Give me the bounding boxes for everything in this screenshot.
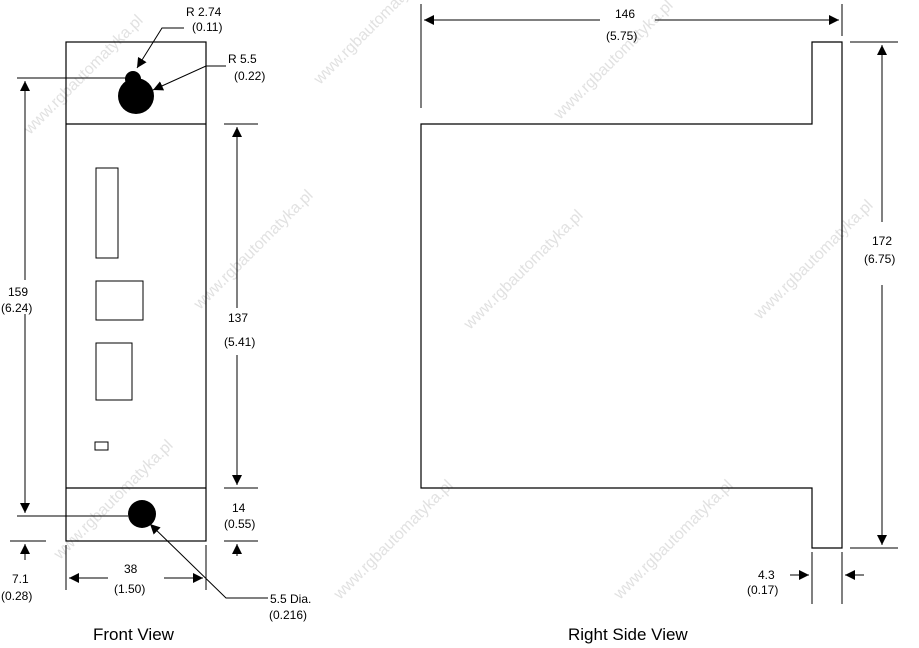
- mounting-hole: [128, 500, 156, 528]
- connector-window: [95, 342, 133, 401]
- front-outline: [65, 41, 207, 542]
- watermark: www.rgbautomatyka.pl: [460, 207, 587, 334]
- dim-r274-in: (0.11): [192, 20, 222, 34]
- dim-172-mm: 172: [872, 234, 892, 248]
- keyhole-large-circle: [118, 78, 154, 114]
- dim-14-mm: 14: [232, 501, 246, 515]
- dim-r274-mm: R 2.74: [186, 5, 222, 19]
- dim-r55-mm: R 5.5: [228, 52, 257, 66]
- dim-159-mm: 159: [8, 285, 28, 299]
- dim-7-1-mm: 7.1: [12, 572, 29, 586]
- side-view-caption: Right Side View: [568, 625, 688, 644]
- dim-4-3-mm: 4.3: [758, 568, 775, 582]
- dim-dia-mm: 5.5 Dia.: [270, 592, 311, 606]
- dim-137-mm: 137: [228, 311, 248, 325]
- watermark: www.rgbautomatyka.pl: [610, 477, 737, 604]
- dim-146-mm: 146: [615, 7, 635, 21]
- dim-159-in: (6.24): [1, 301, 32, 315]
- dim-dia-in: (0.216): [269, 608, 307, 622]
- status-led: [94, 441, 109, 451]
- leader-line: [136, 27, 184, 69]
- front-view-caption: Front View: [93, 625, 175, 644]
- dim-38-in: (1.50): [114, 582, 145, 596]
- label-slot: [95, 167, 119, 259]
- dim-172-in: (6.75): [864, 252, 895, 266]
- watermark: www.rgbautomatyka.pl: [190, 187, 317, 314]
- leader-line: [149, 523, 268, 599]
- dim-146-in: (5.75): [606, 29, 637, 43]
- leader-line: [152, 65, 226, 91]
- watermark: www.rgbautomatyka.pl: [750, 197, 877, 324]
- watermark: www.rgbautomatyka.pl: [550, 0, 677, 124]
- dim-4-3-in: (0.17): [747, 583, 778, 597]
- watermark: www.rgbautomatyka.pl: [330, 477, 457, 604]
- dim-14-in: (0.55): [224, 517, 255, 531]
- dim-137-in: (5.41): [224, 335, 255, 349]
- display-window: [95, 280, 144, 321]
- side-outline: [420, 41, 843, 549]
- front-view: 159 (6.24) 137 (5.41) 14 (0.55) 7.1 (0.2…: [1, 5, 311, 644]
- dim-38-mm: 38: [124, 562, 138, 576]
- dim-r55-in: (0.22): [234, 69, 265, 83]
- watermark: www.rgbautomatyka.pl: [50, 437, 177, 564]
- right-side-view: 146 (5.75) 172 (6.75) 4.3 (0.17) Right S…: [420, 4, 898, 644]
- dim-7-1-in: (0.28): [1, 589, 32, 603]
- watermark: www.rgbautomatyka.pl: [310, 0, 437, 89]
